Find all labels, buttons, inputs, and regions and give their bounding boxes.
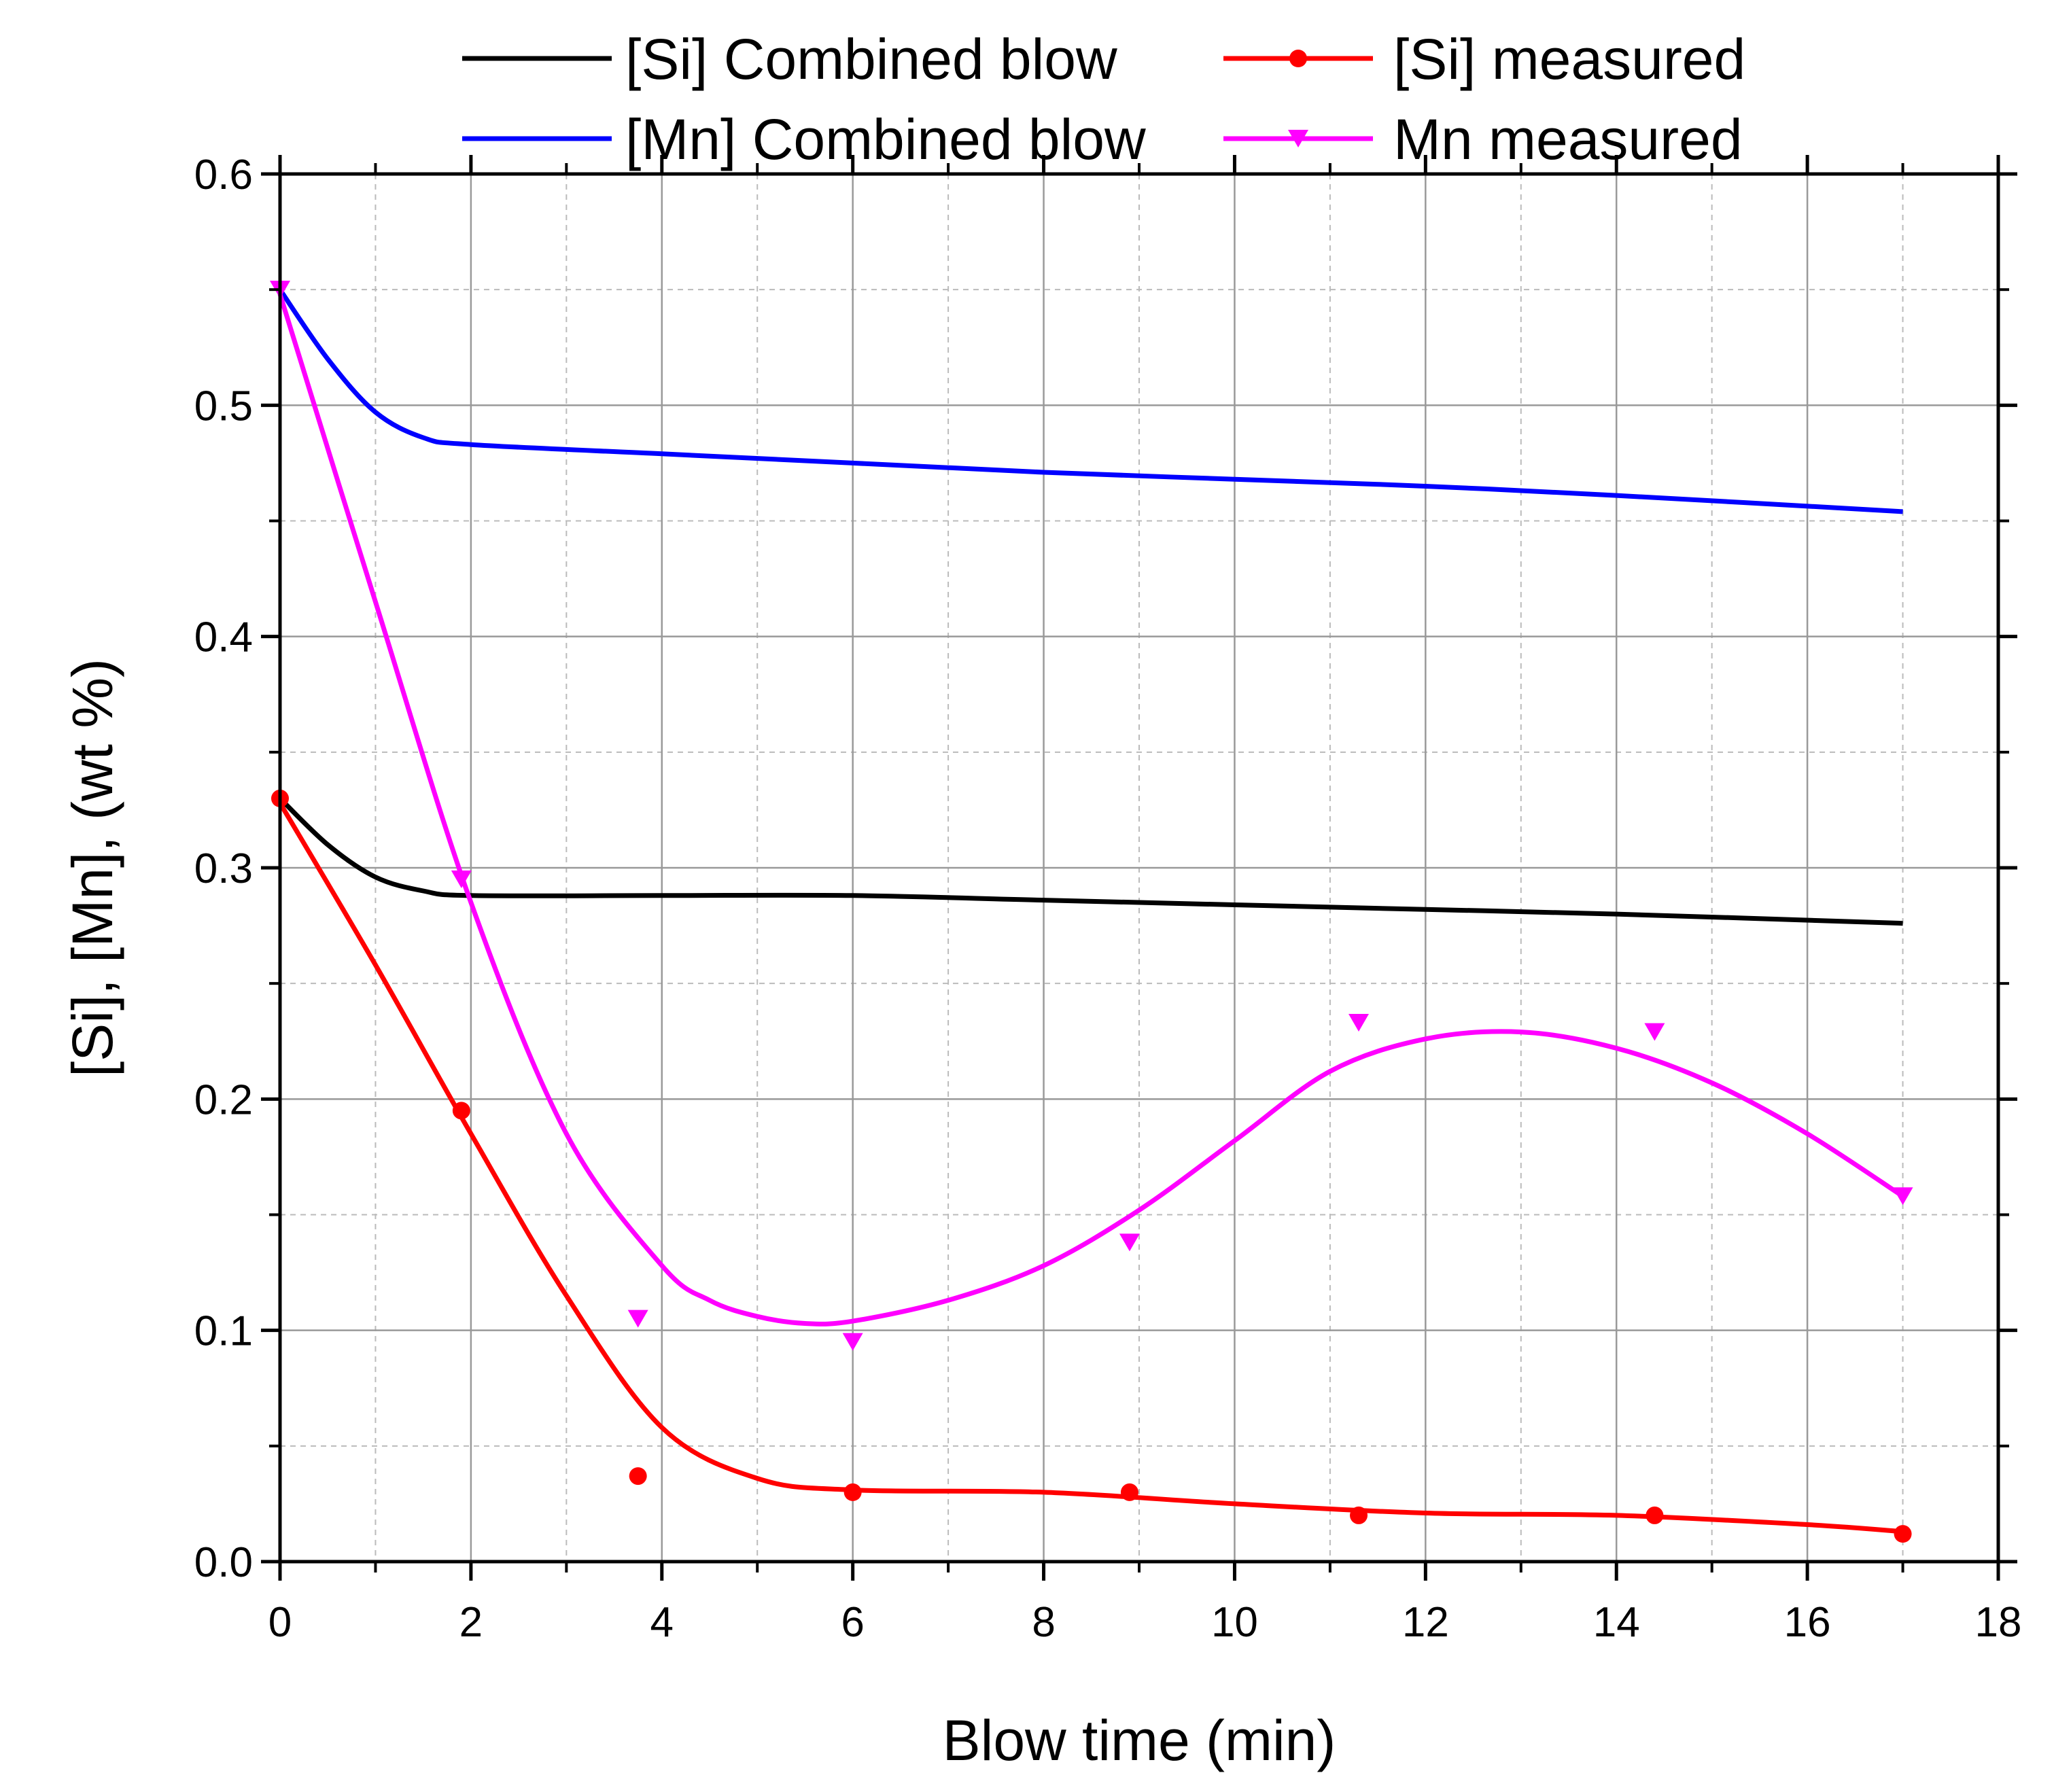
x-tick-label: 4	[650, 1599, 674, 1646]
x-tick-label: 6	[841, 1599, 864, 1646]
legend-label-si-measured: [Si] measured	[1393, 27, 1745, 91]
data-point-mn-measured	[1348, 1014, 1370, 1032]
series-line-mn-combined-blow	[278, 288, 1903, 514]
x-tick-label: 2	[459, 1599, 483, 1646]
legend-entry-si-measured: [Si] measured	[1223, 27, 1745, 91]
data-point-si-measured	[1646, 1506, 1664, 1524]
legend-entry-mn-combined: [Mn] Combined blow	[462, 107, 1146, 171]
legend-entry-si-combined: [Si] Combined blow	[462, 27, 1117, 91]
data-point-mn-measured	[1892, 1187, 1913, 1206]
series-line-mn-measured	[277, 293, 1904, 1327]
data-point-mn-measured	[1119, 1233, 1140, 1252]
data-point-si-measured	[1120, 1483, 1138, 1501]
legend-marker-si-measured	[1289, 50, 1307, 67]
x-tick-label: 14	[1593, 1599, 1640, 1646]
legend-label-mn-combined: [Mn] Combined blow	[625, 107, 1146, 171]
legend-marker-mn-measured	[1288, 130, 1308, 147]
x-tick-label: 12	[1402, 1599, 1449, 1646]
data-point-si-measured	[1350, 1506, 1368, 1524]
series-line-si-combined-blow	[278, 796, 1903, 926]
x-tick-label: 8	[1032, 1599, 1055, 1646]
data-point-si-measured	[452, 1102, 470, 1120]
y-tick-label: 0.1	[194, 1308, 253, 1355]
tick-labels: 0 2 4 6 8 10 12 14 16 18 0.0 0.1 0.2 0.3 0.4 0.5 0.6	[194, 152, 2022, 1646]
legend-label-si-combined: [Si] Combined blow	[625, 27, 1117, 91]
y-tick-label: 0.6	[194, 152, 253, 198]
legend: [Si] Combined blow [Si] measured [Mn] Co…	[462, 27, 1745, 171]
data-point-mn-measured	[1644, 1023, 1665, 1041]
y-tick-label: 0.3	[194, 845, 253, 892]
y-axis-title: [Si], [Mn], (wt %)	[60, 658, 124, 1077]
major-grid	[280, 174, 1998, 1562]
legend-entry-mn-measured: Mn measured	[1223, 107, 1743, 171]
data-point-si-measured	[843, 1483, 862, 1501]
y-tick-label: 0.4	[194, 614, 253, 661]
x-tick-label: 10	[1211, 1599, 1258, 1646]
x-tick-label: 18	[1975, 1599, 2022, 1646]
x-axis-title: Blow time (min)	[943, 1708, 1336, 1772]
data-point-mn-measured	[842, 1333, 863, 1351]
data-point-mn-measured	[627, 1310, 648, 1328]
legend-label-mn-measured: Mn measured	[1393, 107, 1743, 171]
data-point-si-measured	[1894, 1525, 1912, 1543]
y-tick-label: 0.2	[194, 1076, 253, 1123]
series-layer	[270, 281, 1913, 1543]
y-tick-label: 0.5	[194, 383, 253, 429]
x-tick-label: 0	[268, 1599, 292, 1646]
x-tick-label: 16	[1784, 1599, 1831, 1646]
data-point-si-measured	[629, 1467, 647, 1486]
axis-ticks	[261, 155, 2017, 1581]
data-point-mn-measured	[451, 871, 472, 889]
y-tick-label: 0.0	[194, 1539, 253, 1586]
